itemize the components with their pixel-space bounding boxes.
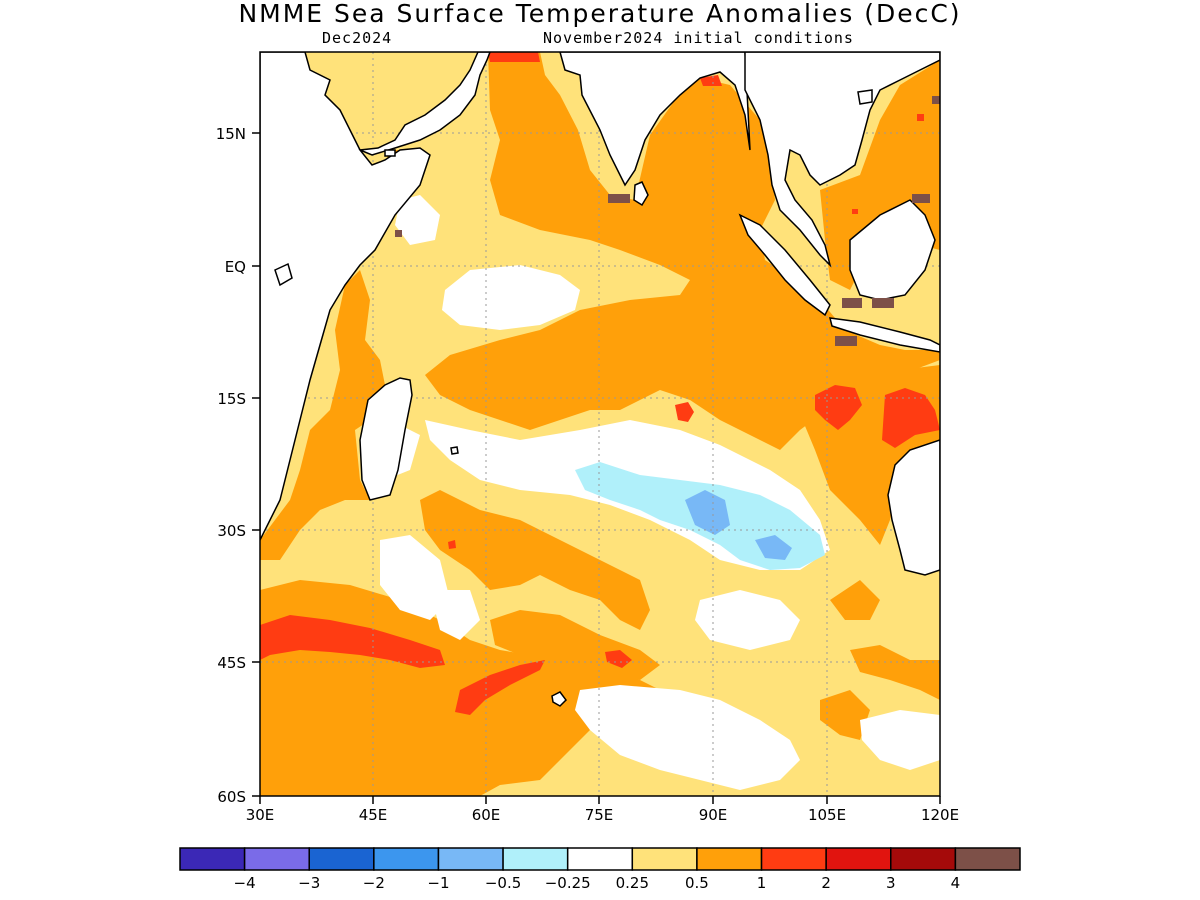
lon-label: 75E <box>585 806 614 824</box>
sri-lanka <box>633 181 649 207</box>
colorbar <box>179 847 1021 871</box>
colorbar-label: 4 <box>951 874 961 892</box>
indochina <box>744 52 940 268</box>
colorbar-swatch <box>954 847 1021 871</box>
chart-title: NMME Sea Surface Temperature Anomalies (… <box>238 0 962 28</box>
colorbar-swatch <box>631 847 698 871</box>
lake-victoria <box>274 262 293 287</box>
grid-lines <box>260 52 940 796</box>
colorbar-swatch <box>373 847 440 871</box>
lat-label: 15S <box>217 390 246 408</box>
lon-label: 105E <box>808 806 846 824</box>
land-edge-cells <box>395 96 940 346</box>
colorbar-swatch <box>825 847 892 871</box>
colorbar-label: −1 <box>427 874 449 892</box>
borneo <box>849 199 936 301</box>
kerguelen-island <box>551 691 567 707</box>
colorbar-label: −0.5 <box>485 874 521 892</box>
colorbar-swatch <box>696 847 763 871</box>
map-area <box>260 52 940 796</box>
initial-conditions-label: November2024 initial conditions <box>543 29 854 47</box>
lon-label: 60E <box>472 806 501 824</box>
colorbar-labels: −4 −3 −2 −1 −0.5 −0.25 0.25 0.5 1 2 3 4 <box>234 874 961 892</box>
lon-label: 120E <box>921 806 959 824</box>
java <box>829 317 940 353</box>
colorbar-swatch <box>179 847 246 871</box>
land-masses <box>260 52 940 707</box>
colorbar-swatch <box>502 847 569 871</box>
sumatra <box>738 213 831 317</box>
lat-label: 15N <box>216 125 246 143</box>
lon-label: 90E <box>699 806 728 824</box>
tick-marks <box>252 132 941 804</box>
colorbar-label: 0.5 <box>685 874 709 892</box>
colorbar-label: −2 <box>363 874 385 892</box>
forecast-month: Dec2024 <box>322 29 393 47</box>
lon-label: 30E <box>246 806 275 824</box>
colorbar-swatch <box>566 847 634 871</box>
colorbar-swatch <box>760 847 827 871</box>
lat-label: 60S <box>217 788 246 806</box>
colorbar-label: −4 <box>234 874 256 892</box>
india <box>559 52 751 187</box>
colorbar-label: −0.25 <box>545 874 591 892</box>
colorbar-label: 2 <box>821 874 831 892</box>
colorbar-label: 0.25 <box>616 874 649 892</box>
lon-label: 45E <box>359 806 388 824</box>
madagascar <box>359 377 413 501</box>
map-frame <box>259 51 941 797</box>
mascarene-islands <box>450 446 459 455</box>
colorbar-label: 3 <box>886 874 896 892</box>
lat-label: 30S <box>217 522 246 540</box>
arabia-horn-africa <box>260 52 491 541</box>
socotra <box>384 149 396 157</box>
colorbar-swatch <box>890 847 957 871</box>
lat-label: 45S <box>217 654 246 672</box>
colorbar-label: 1 <box>757 874 767 892</box>
hainan <box>857 89 873 105</box>
australia <box>887 439 940 576</box>
colorbar-swatch <box>308 847 375 871</box>
lon-axis-labels: 30E 45E 60E 75E 90E 105E 120E <box>246 806 959 824</box>
colorbar-swatch <box>437 847 504 871</box>
colorbar-swatch <box>243 847 310 871</box>
lat-label: EQ <box>225 258 246 276</box>
anomaly-field-cool <box>575 462 825 570</box>
lat-axis-labels: 15N EQ 15S 30S 45S 60S <box>216 125 246 806</box>
colorbar-label: −3 <box>298 874 320 892</box>
